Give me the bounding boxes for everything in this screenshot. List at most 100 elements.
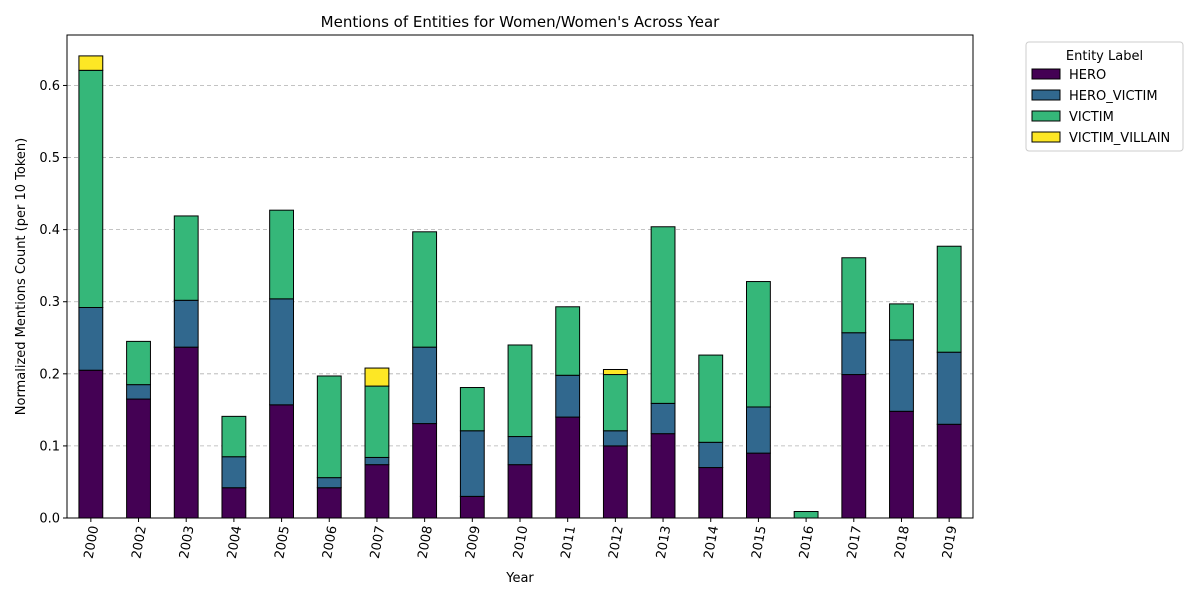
legend-box xyxy=(1025,41,1184,152)
bar-hero-2019 xyxy=(936,423,962,519)
bar-hero-2002 xyxy=(126,398,151,519)
y-tick-label: 0.6 xyxy=(39,79,60,94)
x-tick-label: 2009 xyxy=(463,525,484,560)
x-tick-label: 2005 xyxy=(272,525,293,560)
legend-label: VICTIM_VILLAIN xyxy=(1069,131,1170,146)
legend: Entity Label HERO HERO_VICTIM VICTIM VICTIM… xyxy=(1025,41,1184,152)
x-axis-title: Year xyxy=(505,571,534,586)
bar-hero-victim-2003 xyxy=(173,299,199,348)
bar-hero-2003 xyxy=(173,346,199,519)
bar-hero-victim-2000 xyxy=(78,306,104,371)
x-tick-label: 2019 xyxy=(940,525,961,560)
bar-victim-2000 xyxy=(78,69,104,308)
bar-victim-2012 xyxy=(602,374,628,432)
legend-label: HERO_VICTIM xyxy=(1069,89,1158,104)
x-tick-label: 2018 xyxy=(892,525,913,560)
bar-hero-victim-2013 xyxy=(650,402,676,435)
bar-hero-2014 xyxy=(698,467,724,519)
bar-victim-2009 xyxy=(459,387,485,432)
y-tick-label: 0.0 xyxy=(39,512,60,527)
legend-swatch xyxy=(1031,110,1061,122)
bar-hero-victim-2002 xyxy=(126,384,151,400)
legend-label: HERO xyxy=(1069,68,1106,83)
x-tick-label: 2008 xyxy=(415,525,436,560)
bar-hero-victim-2017 xyxy=(841,332,867,376)
bar-hero-2015 xyxy=(746,452,771,519)
y-axis: 0.0 0.1 0.2 0.3 0.4 0.5 0.6 xyxy=(39,79,67,527)
bar-hero-victim-2015 xyxy=(746,406,771,454)
bar-victim-2002 xyxy=(126,340,151,386)
x-tick-label: 2004 xyxy=(225,525,246,560)
x-tick-label: 2006 xyxy=(320,525,341,560)
bar-hero-2012 xyxy=(602,445,628,519)
bar-victim-2007 xyxy=(364,385,390,458)
bar-hero-victim-2019 xyxy=(936,351,962,425)
x-tick-label: 2011 xyxy=(559,525,580,560)
y-tick-label: 0.1 xyxy=(39,439,60,454)
x-tick-label: 2015 xyxy=(749,525,770,560)
legend-swatch xyxy=(1031,68,1061,80)
bar-hero-2018 xyxy=(889,410,914,519)
bar-hero-2006 xyxy=(316,487,342,519)
x-tick-label: 2012 xyxy=(606,525,627,560)
legend-swatch xyxy=(1031,131,1061,143)
legend-swatch xyxy=(1031,89,1061,101)
bar-hero-victim-2018 xyxy=(889,339,914,412)
bar-victim-villain-2000 xyxy=(78,55,104,71)
bar-victim-villain-2012 xyxy=(602,368,628,376)
x-tick-label: 2002 xyxy=(129,525,150,560)
bar-victim-2005 xyxy=(269,209,295,300)
bar-hero-2013 xyxy=(650,433,676,519)
bar-hero-victim-2007 xyxy=(364,456,390,466)
x-tick-label: 2013 xyxy=(654,525,675,560)
bar-hero-victim-2008 xyxy=(412,346,438,425)
bar-hero-2008 xyxy=(412,423,438,519)
y-tick-label: 0.2 xyxy=(39,367,60,382)
bar-victim-2018 xyxy=(889,303,914,341)
x-tick-label: 2016 xyxy=(797,525,818,560)
bar-victim-2004 xyxy=(221,415,247,458)
bar-victim-2019 xyxy=(936,245,962,353)
bar-hero-victim-2014 xyxy=(698,441,724,469)
bar-hero-2000 xyxy=(78,369,104,519)
x-tick-label: 2003 xyxy=(177,525,198,560)
bar-hero-2011 xyxy=(555,416,581,519)
y-tick-label: 0.3 xyxy=(39,295,60,310)
bar-hero-victim-2009 xyxy=(459,430,485,497)
bar-hero-victim-2012 xyxy=(602,430,628,447)
bar-hero-2004 xyxy=(221,487,247,519)
bar-victim-2014 xyxy=(698,354,724,443)
bar-victim-2016 xyxy=(793,511,819,519)
bar-hero-2010 xyxy=(507,464,533,519)
x-tick-label: 2000 xyxy=(82,525,103,560)
y-tick-label: 0.4 xyxy=(39,223,60,238)
bar-victim-villain-2007 xyxy=(364,367,390,387)
x-axis: 2000 2002 2003 2004 2005 2006 2007 2008 2009 2010… xyxy=(82,518,961,560)
bar-victim-2017 xyxy=(841,257,867,334)
x-tick-label: 2014 xyxy=(702,525,723,560)
y-axis-title: Normalized Mentions Count (per 10 Token) xyxy=(14,138,29,415)
x-tick-label: 2010 xyxy=(511,525,532,560)
bar-hero-2009 xyxy=(459,495,485,519)
bar-hero-2005 xyxy=(269,404,295,519)
bar-hero-victim-2004 xyxy=(221,456,247,489)
bars xyxy=(78,55,962,519)
legend-title: Entity Label xyxy=(1066,49,1143,64)
chart-title: Mentions of Entities for Women/Women's A… xyxy=(321,13,720,31)
bar-hero-victim-2006 xyxy=(316,477,342,489)
y-tick-label: 0.5 xyxy=(39,151,60,166)
x-tick-label: 2017 xyxy=(845,525,866,560)
bar-victim-2013 xyxy=(650,226,676,404)
legend-label: VICTIM xyxy=(1069,110,1114,125)
bar-hero-2007 xyxy=(364,464,390,519)
bar-hero-victim-2011 xyxy=(555,374,581,418)
bar-victim-2006 xyxy=(316,375,342,479)
bar-hero-victim-2010 xyxy=(507,436,533,466)
bar-hero-2017 xyxy=(841,374,867,519)
bar-victim-2015 xyxy=(746,281,771,408)
bar-victim-2003 xyxy=(173,215,199,301)
bar-victim-2008 xyxy=(412,231,438,348)
bar-hero-victim-2005 xyxy=(269,298,295,406)
x-tick-label: 2007 xyxy=(368,525,389,560)
